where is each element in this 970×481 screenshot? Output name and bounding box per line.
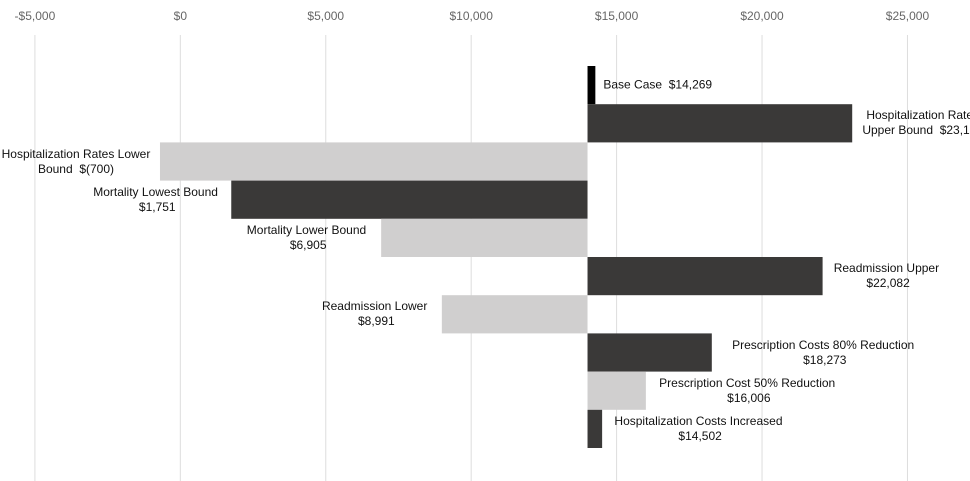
bar-label: Hospitalization Rates Upper Bound $23,10… — [860, 108, 970, 138]
spacer — [835, 376, 838, 390]
value-label: $14,502 — [678, 428, 722, 443]
value-label: $22,082 — [866, 276, 910, 291]
bar — [587, 371, 646, 410]
x-tick-label: $25,000 — [886, 9, 930, 23]
value-label: $1,751 — [138, 199, 176, 214]
category-label: Hospitalization Rates Upper Bound — [862, 108, 970, 138]
bar-label: Mortality Lowest Bound $1,751 — [91, 185, 223, 215]
bar — [587, 104, 853, 143]
spacer — [427, 299, 430, 313]
bar — [231, 180, 588, 219]
value-label: $8,991 — [357, 314, 395, 329]
x-tick-label: $10,000 — [449, 9, 493, 23]
category-label: Prescription Cost 50% Reduction — [659, 375, 836, 390]
value-label: $(700) — [79, 161, 115, 176]
spacer — [366, 223, 369, 237]
spacer — [914, 338, 917, 352]
x-tick-label: -$5,000 — [15, 9, 56, 23]
value-label: $18,273 — [803, 352, 847, 367]
value-label: $14,269 — [668, 77, 713, 92]
category-label: Base Case — [603, 77, 663, 92]
x-tick-label: $5,000 — [307, 9, 344, 23]
bar-label: Readmission Upper $22,082 — [831, 261, 946, 291]
bar-label: Mortality Lower Bound $6,905 — [243, 223, 373, 253]
value-label: $6,905 — [289, 237, 327, 252]
value-label: $23,100 — [939, 123, 970, 138]
category-label: Mortality Lower Bound — [246, 222, 367, 237]
category-label: Hospitalization Rates Lower Bound — [1, 146, 151, 176]
bar-label: Hospitalization Rates Lower Bound $(700) — [0, 147, 152, 177]
spacer — [783, 414, 786, 428]
bar-label: Base Case $14,269 — [603, 78, 712, 93]
bar — [587, 66, 596, 105]
bar-label: Prescription Cost 50% Reduction $16,006 — [654, 376, 844, 406]
bar-label: Prescription Costs 80% Reduction $18,273 — [720, 338, 930, 368]
bar — [441, 295, 588, 334]
category-label: Hospitalization Costs Increased — [614, 413, 783, 428]
bar — [587, 257, 823, 296]
category-label: Readmission Upper — [833, 261, 940, 276]
category-label: Mortality Lowest Bound — [93, 184, 218, 199]
category-label: Prescription Costs 80% Reduction — [732, 337, 915, 352]
spacer — [933, 123, 940, 137]
category-label: Readmission Lower — [321, 299, 428, 314]
x-tick-label: $0 — [174, 9, 188, 23]
value-label: $16,006 — [727, 390, 771, 405]
spacer — [939, 261, 942, 275]
bar — [159, 142, 588, 181]
bar — [587, 409, 603, 448]
bar-label: Readmission Lower $8,991 — [319, 299, 434, 329]
x-tick-label: $20,000 — [740, 9, 784, 23]
bar-label: Hospitalization Costs Increased $14,502 — [610, 414, 790, 444]
bar — [381, 218, 588, 257]
bar — [587, 333, 712, 372]
x-tick-label: $15,000 — [595, 9, 639, 23]
spacer — [218, 185, 221, 199]
